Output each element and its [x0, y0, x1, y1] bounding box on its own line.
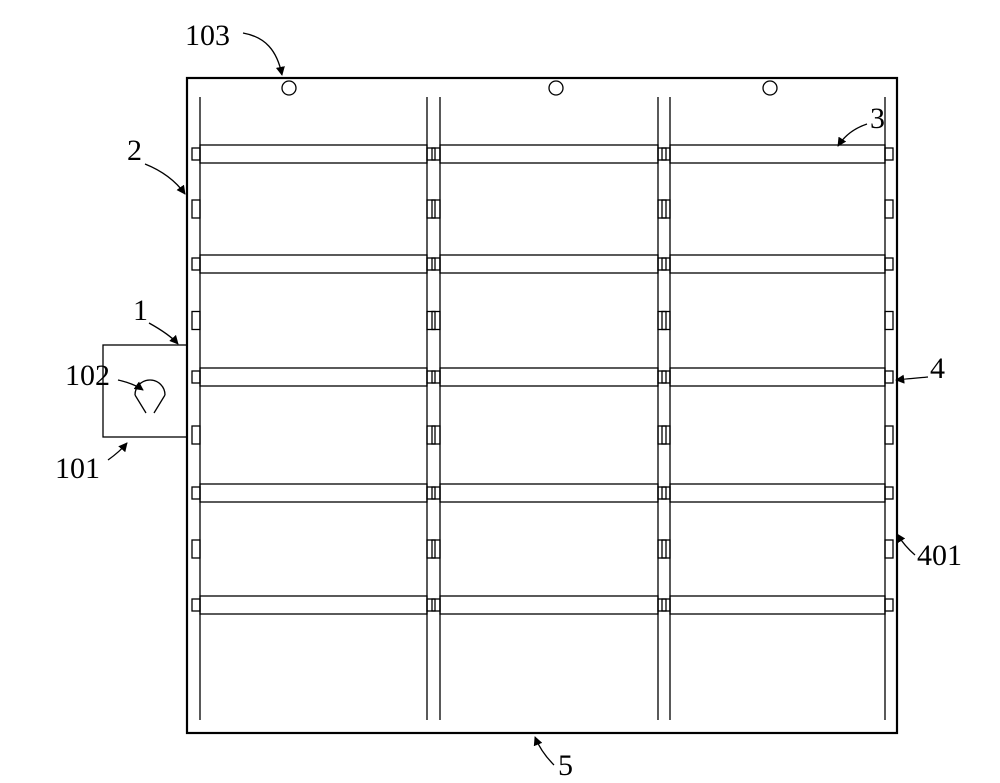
label-2: 2 [127, 134, 142, 167]
slat-r2-c0 [200, 368, 427, 386]
top-hole-2 [763, 81, 777, 95]
stub-right-r1-c0 [427, 312, 435, 330]
leader-4 [896, 377, 928, 380]
slat-tab-right-r2-c2 [885, 371, 893, 383]
lock-housing [103, 345, 187, 437]
lock-line-2 [154, 395, 165, 413]
stub-right-r2-c0 [427, 426, 435, 444]
stub-left-r0-c0 [192, 200, 200, 218]
slat-tab-left-r1-c0 [192, 258, 200, 270]
stub-right-r2-c2 [885, 426, 893, 444]
stub-right-r0-c2 [885, 200, 893, 218]
leader-101 [108, 443, 127, 460]
slat-r3-c0 [200, 484, 427, 502]
outer-frame [187, 78, 897, 733]
slat-r1-c1 [440, 255, 658, 273]
slat-tab-left-r2-c1 [432, 371, 440, 383]
stub-left-r3-c0 [192, 540, 200, 558]
slat-r0-c0 [200, 145, 427, 163]
stub-right-r3-c2 [885, 540, 893, 558]
slat-tab-left-r3-c1 [432, 487, 440, 499]
leader-2 [145, 164, 185, 194]
lock-line-1 [135, 395, 146, 413]
slat-r3-c2 [670, 484, 885, 502]
slat-tab-right-r0-c0 [427, 148, 435, 160]
slat-tab-left-r0-c1 [432, 148, 440, 160]
label-102: 102 [65, 359, 110, 392]
top-hole-0 [282, 81, 296, 95]
slat-r2-c1 [440, 368, 658, 386]
stub-left-r3-c1 [432, 540, 440, 558]
slat-tab-right-r1-c0 [427, 258, 435, 270]
slat-tab-left-r3-c0 [192, 487, 200, 499]
slat-tab-right-r1-c2 [885, 258, 893, 270]
slat-r1-c0 [200, 255, 427, 273]
label-101: 101 [55, 452, 100, 485]
slat-tab-left-r4-c0 [192, 599, 200, 611]
leader-1 [149, 323, 178, 344]
slat-tab-right-r0-c2 [885, 148, 893, 160]
leader-5 [535, 737, 554, 765]
slat-r3-c1 [440, 484, 658, 502]
slat-tab-right-r4-c2 [885, 599, 893, 611]
stub-left-r0-c1 [432, 200, 440, 218]
stub-right-r1-c2 [885, 312, 893, 330]
slat-tab-right-r3-c2 [885, 487, 893, 499]
stub-left-r2-c1 [432, 426, 440, 444]
leader-401 [897, 534, 915, 555]
slat-tab-right-r4-c0 [427, 599, 435, 611]
slat-tab-left-r0-c0 [192, 148, 200, 160]
top-hole-1 [549, 81, 563, 95]
slat-tab-left-r1-c1 [432, 258, 440, 270]
stub-left-r1-c0 [192, 312, 200, 330]
label-4: 4 [930, 352, 945, 385]
label-1: 1 [133, 294, 148, 327]
slat-tab-left-r4-c1 [432, 599, 440, 611]
label-5: 5 [558, 749, 573, 782]
label-3: 3 [870, 102, 885, 135]
engineering-diagram: 103 2 3 1 4 102 101 401 5 [0, 0, 1000, 783]
slat-r4-c0 [200, 596, 427, 614]
slat-tab-right-r3-c0 [427, 487, 435, 499]
stub-left-r1-c1 [432, 312, 440, 330]
slat-r4-c1 [440, 596, 658, 614]
stub-left-r2-c0 [192, 426, 200, 444]
label-103: 103 [185, 19, 230, 52]
leader-103 [243, 33, 282, 75]
slat-r0-c1 [440, 145, 658, 163]
slat-r0-c2 [670, 145, 885, 163]
slat-tab-left-r2-c0 [192, 371, 200, 383]
slat-tab-right-r2-c0 [427, 371, 435, 383]
stub-right-r3-c0 [427, 540, 435, 558]
stub-right-r0-c0 [427, 200, 435, 218]
slat-r4-c2 [670, 596, 885, 614]
leader-3 [838, 124, 867, 146]
label-401: 401 [917, 539, 962, 572]
slat-r2-c2 [670, 368, 885, 386]
slat-r1-c2 [670, 255, 885, 273]
